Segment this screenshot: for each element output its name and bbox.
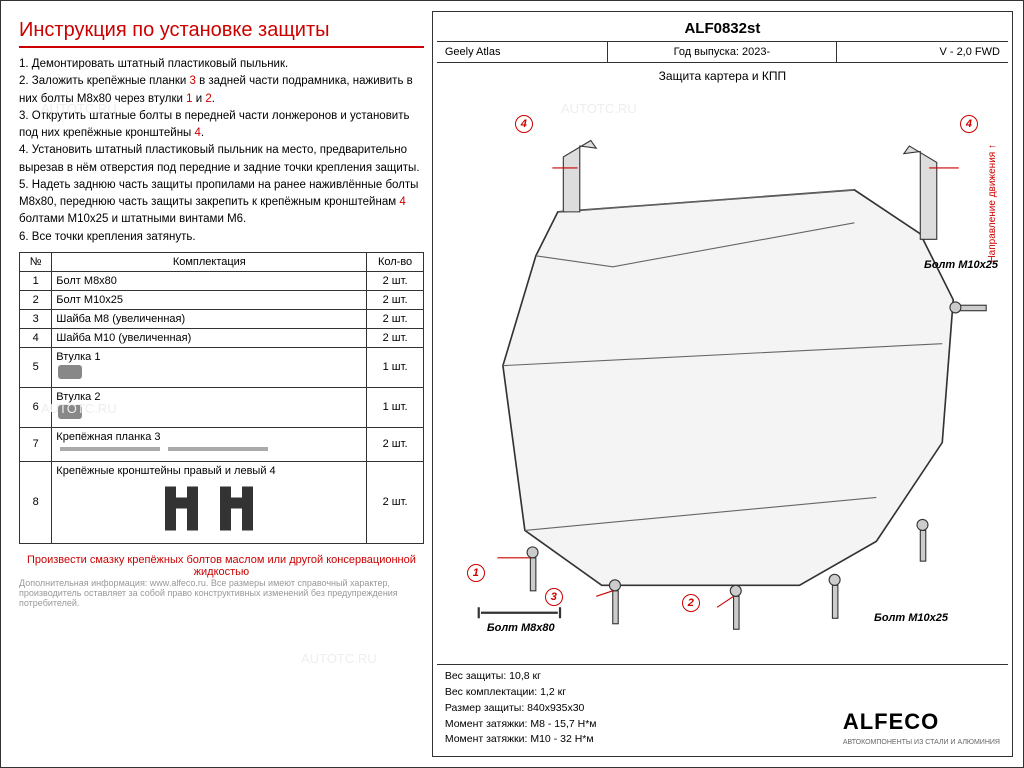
table-row: 4Шайба М10 (увеличенная)2 шт. [20,328,424,347]
table-row: 3Шайба М8 (увеличенная)2 шт. [20,309,424,328]
step: 1. Демонтировать штатный пластиковый пыл… [19,56,424,73]
table-row: 7Крепёжная планка 32 шт. [20,427,424,461]
product-subtitle: Защита картера и КПП [437,63,1008,89]
table-row: 1Болт М8х802 шт. [20,271,424,290]
step: 3. Открутить штатные болты в передней ча… [19,108,424,143]
logo-block: ALFECO АВТОКОМПОНЕНТЫ ИЗ СТАЛИ И АЛЮМИНИ… [843,705,1000,749]
specifications: Вес защиты: 10,8 кгВес комплектации: 1,2… [437,664,1008,752]
install-steps: 1. Демонтировать штатный пластиковый пыл… [19,56,424,246]
brand-tagline: АВТОКОМПОНЕНТЫ ИЗ СТАЛИ И АЛЮМИНИЯ [843,738,1000,749]
parts-table: №КомплектацияКол-во 1Болт М8х802 шт.2Бол… [19,252,424,544]
table-row: 6Втулка 21 шт. [20,387,424,427]
left-column: Инструкция по установке защиты 1. Демонт… [11,11,432,757]
year-info: Год выпуска: 2023- [608,42,836,62]
spec-line: Вес комплектации: 1,2 кг [445,685,597,701]
table-row: 5Втулка 11 шт. [20,347,424,387]
spec-line: Размер защиты: 840х935х30 [445,701,597,717]
page-title: Инструкция по установке защиты [19,19,424,48]
callout-3: 3 [545,588,563,606]
col-qty: Кол-во [367,252,424,271]
step: 5. Надеть заднюю часть защиты пропилами … [19,177,424,229]
right-column: ALF0832st Geely Atlas Год выпуска: 2023-… [432,11,1013,757]
engine-info: V - 2,0 FWD [837,42,1008,62]
callout-4-right: 4 [960,115,978,133]
bolt-label-m10-1: Болт М10х25 [874,612,948,624]
table-row: 2Болт М10х252 шт. [20,290,424,309]
col-no: № [20,252,52,271]
step: 4. Установить штатный пластиковый пыльни… [19,142,424,177]
table-row: 8Крепёжные кронштейны правый и левый 42 … [20,461,424,543]
callout-4-left: 4 [515,115,533,133]
callout-2: 2 [682,594,700,612]
model-name: Geely Atlas [437,42,608,62]
step: 6. Все точки крепления затянуть. [19,229,424,246]
spec-line: Момент затяжки: М10 - 32 Н*м [445,732,597,748]
step: 2. Заложить крепёжные планки 3 в задней … [19,73,424,108]
footer-note: Дополнительная информация: www.alfeco.ru… [19,578,424,608]
direction-arrow-label: Направление движения ↑ [987,144,998,263]
product-code: ALF0832st [437,16,1008,42]
instruction-sheet: AUTOTC.RU AUTOTC.RU AUTOTC.RU AUTOTC.RU … [0,0,1024,768]
technical-diagram: Направление движения ↑ [437,89,1008,664]
spec-line: Вес защиты: 10,8 кг [445,669,597,685]
spec-list: Вес защиты: 10,8 кгВес комплектации: 1,2… [445,669,597,748]
brand-logo: ALFECO [843,705,1000,738]
product-info-row: Geely Atlas Год выпуска: 2023- V - 2,0 F… [437,42,1008,63]
spec-line: Момент затяжки: M8 - 15,7 Н*м [445,717,597,733]
bolt-label-m10-2: Болт М10х25 [924,259,998,271]
skid-plate-drawing [437,89,1008,664]
col-name: Комплектация [52,252,367,271]
bolt-label-m8: Болт М8х80 [487,622,555,634]
lubrication-note: Произвести смазку крепёжных болтов масло… [19,554,424,578]
callout-1: 1 [467,564,485,582]
